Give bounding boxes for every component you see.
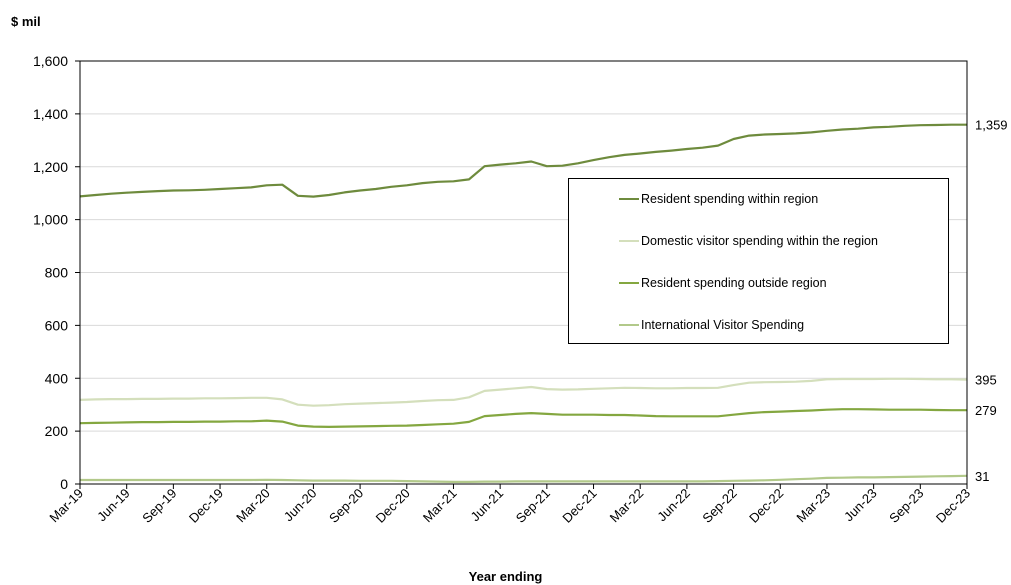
legend-item-resident-outside: Resident spending outside region xyxy=(619,275,827,291)
legend-swatch xyxy=(619,282,639,284)
legend-item-international-visitor: International Visitor Spending xyxy=(619,317,804,333)
y-tick-label: 600 xyxy=(45,317,69,333)
x-tick-label: Jun-20 xyxy=(281,486,320,525)
series-line xyxy=(80,474,968,483)
x-tick-label: Jun-19 xyxy=(94,486,133,525)
x-tick-label: Sep-20 xyxy=(326,486,366,526)
x-tick-label: Dec-21 xyxy=(559,486,599,526)
x-tick-label: Mar-21 xyxy=(420,486,460,526)
y-tick-label: 1,400 xyxy=(33,106,68,122)
y-axis-ticks: 0 200 400 600 800 1,000 1,200 1,400 1,600 xyxy=(33,53,80,492)
legend-swatch xyxy=(619,324,639,326)
legend-item-resident-within: Resident spending within region xyxy=(619,191,818,207)
y-tick-label: 800 xyxy=(45,265,69,281)
end-value-label: 1,359 xyxy=(975,118,1008,133)
x-tick-label: Jun-23 xyxy=(841,486,880,525)
x-tick-label: Dec-20 xyxy=(373,486,413,526)
x-tick-label: Dec-23 xyxy=(933,486,973,526)
x-axis-ticks: Mar-19 Jun-19 Sep-19 Dec-19 Mar-20 Jun-20 Sep-… xyxy=(46,484,973,526)
end-value-label: 395 xyxy=(975,373,997,388)
x-tick-label: Mar-22 xyxy=(607,486,647,526)
legend-label: International Visitor Spending xyxy=(641,318,805,332)
x-tick-label: Sep-19 xyxy=(139,486,179,526)
x-tick-label: Mar-23 xyxy=(793,486,833,526)
legend-item-domestic-visitor: Domestic visitor spending within the reg… xyxy=(619,233,878,249)
series-lines xyxy=(79,123,968,483)
series-line xyxy=(79,408,967,428)
y-tick-label: 0 xyxy=(60,476,68,492)
x-axis-title: Year ending xyxy=(468,569,543,584)
end-value-label: 31 xyxy=(975,469,989,484)
legend-label: Resident spending outside region xyxy=(641,276,827,290)
plot-area-border xyxy=(79,60,968,485)
legend: Resident spending within region Domestic… xyxy=(568,178,949,344)
y-tick-label: 1,600 xyxy=(33,53,68,69)
x-tick-label: Dec-22 xyxy=(746,486,786,526)
legend-swatch xyxy=(619,240,639,242)
x-tick-label: Sep-21 xyxy=(513,486,553,526)
legend-label: Domestic visitor spending within the reg… xyxy=(641,234,878,248)
x-tick-label: Mar-20 xyxy=(233,486,273,526)
legend-label: Resident spending within region xyxy=(641,192,819,206)
series-end-labels: 1,359 395 279 31 xyxy=(975,118,1008,484)
end-value-label: 279 xyxy=(975,403,997,418)
y-tick-label: 400 xyxy=(45,370,69,386)
x-tick-label: Jun-22 xyxy=(654,486,693,525)
legend-swatch xyxy=(619,198,639,200)
x-tick-label: Sep-23 xyxy=(886,486,926,526)
y-tick-label: 200 xyxy=(45,423,69,439)
series-line xyxy=(79,377,968,407)
x-tick-label: Jun-21 xyxy=(468,486,507,525)
y-tick-label: 1,000 xyxy=(33,212,68,228)
y-axis-unit-label: $ mil xyxy=(11,14,41,29)
x-tick-label: Dec-19 xyxy=(186,486,226,526)
x-tick-label: Sep-22 xyxy=(699,486,739,526)
y-tick-label: 1,200 xyxy=(33,159,68,175)
series-line xyxy=(79,123,967,198)
gridlines xyxy=(80,113,967,432)
